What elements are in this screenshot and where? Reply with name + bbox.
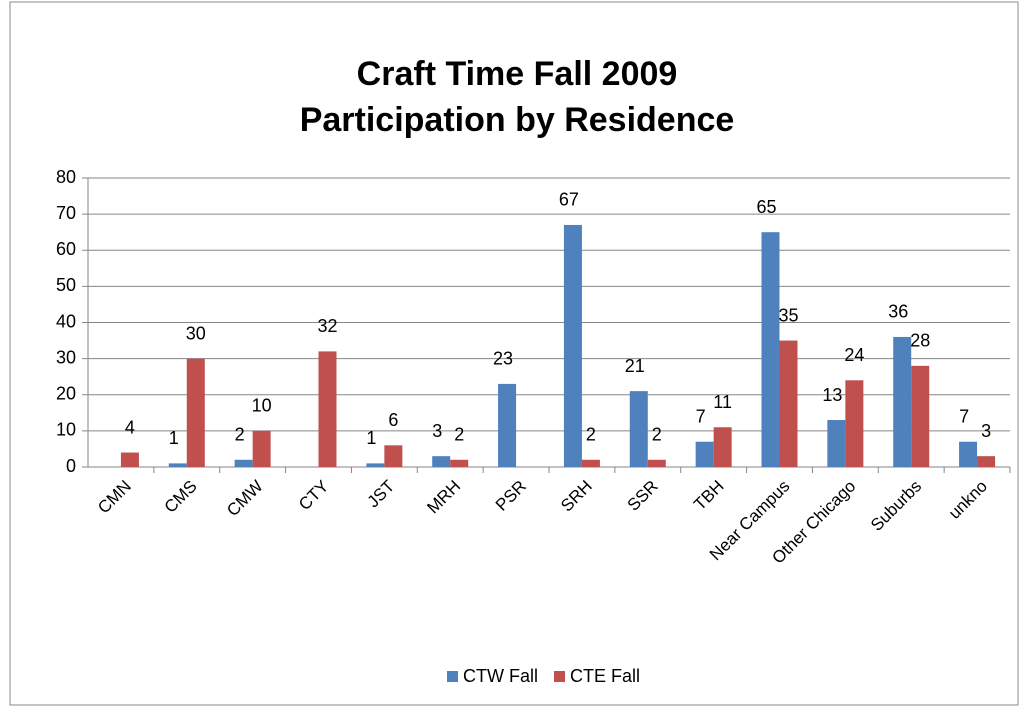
bar — [318, 351, 337, 467]
data-label: 2 — [652, 425, 662, 445]
legend-swatch — [554, 671, 565, 682]
data-label: 67 — [559, 190, 579, 210]
data-label: 24 — [844, 345, 864, 365]
data-label: 21 — [625, 356, 645, 376]
y-tick-label: 70 — [56, 203, 76, 223]
bar — [581, 459, 600, 467]
data-label: 36 — [888, 302, 908, 322]
y-tick-label: 50 — [56, 275, 76, 295]
bar — [761, 232, 780, 467]
bar — [432, 456, 451, 467]
bar — [450, 459, 469, 467]
data-label: 11 — [713, 392, 732, 412]
y-tick-label: 40 — [56, 311, 76, 331]
bar — [252, 430, 271, 467]
data-label: 2 — [235, 425, 245, 445]
y-tick-label: 80 — [56, 167, 76, 187]
bar — [977, 456, 996, 467]
data-label: 7 — [696, 406, 706, 426]
data-label: 2 — [454, 425, 464, 445]
data-label: 28 — [910, 331, 930, 351]
bar — [186, 358, 205, 467]
bar — [779, 340, 798, 467]
data-label: 30 — [186, 323, 206, 343]
y-tick-label: 20 — [56, 384, 76, 404]
bar — [893, 336, 912, 467]
data-label: 2 — [586, 425, 596, 445]
bar — [845, 380, 864, 467]
bar — [366, 463, 385, 467]
chart-title: Participation by Residence — [300, 101, 735, 139]
data-label: 4 — [125, 417, 135, 437]
data-label: 35 — [778, 305, 798, 325]
legend-swatch — [447, 671, 458, 682]
bar — [959, 441, 978, 467]
data-label: 3 — [981, 421, 991, 441]
data-label: 65 — [756, 197, 776, 217]
data-label: 10 — [252, 396, 272, 416]
y-tick-label: 30 — [56, 347, 76, 367]
bar — [384, 445, 403, 467]
bar — [647, 459, 666, 467]
y-tick-label: 10 — [56, 420, 76, 440]
bar — [498, 383, 517, 467]
bar — [234, 459, 253, 467]
bar — [695, 441, 714, 467]
bar — [168, 463, 187, 467]
bar — [120, 452, 139, 467]
legend-label: CTE Fall — [570, 666, 640, 686]
data-label: 13 — [822, 385, 842, 405]
bar — [713, 427, 732, 467]
legend-label: CTW Fall — [463, 666, 538, 686]
bar — [911, 365, 930, 467]
data-label: 23 — [493, 349, 513, 369]
data-label: 1 — [169, 428, 179, 448]
bar — [629, 391, 648, 467]
data-label: 32 — [317, 316, 337, 336]
data-label: 1 — [366, 428, 376, 448]
data-label: 6 — [388, 410, 398, 430]
bar — [827, 420, 846, 467]
bar — [563, 224, 582, 467]
data-label: 7 — [959, 406, 969, 426]
data-label: 3 — [432, 421, 442, 441]
y-tick-label: 60 — [56, 239, 76, 259]
chart-frame — [9, 1, 1019, 706]
chart-title: Craft Time Fall 2009 — [357, 55, 678, 93]
y-tick-label: 0 — [66, 456, 76, 476]
